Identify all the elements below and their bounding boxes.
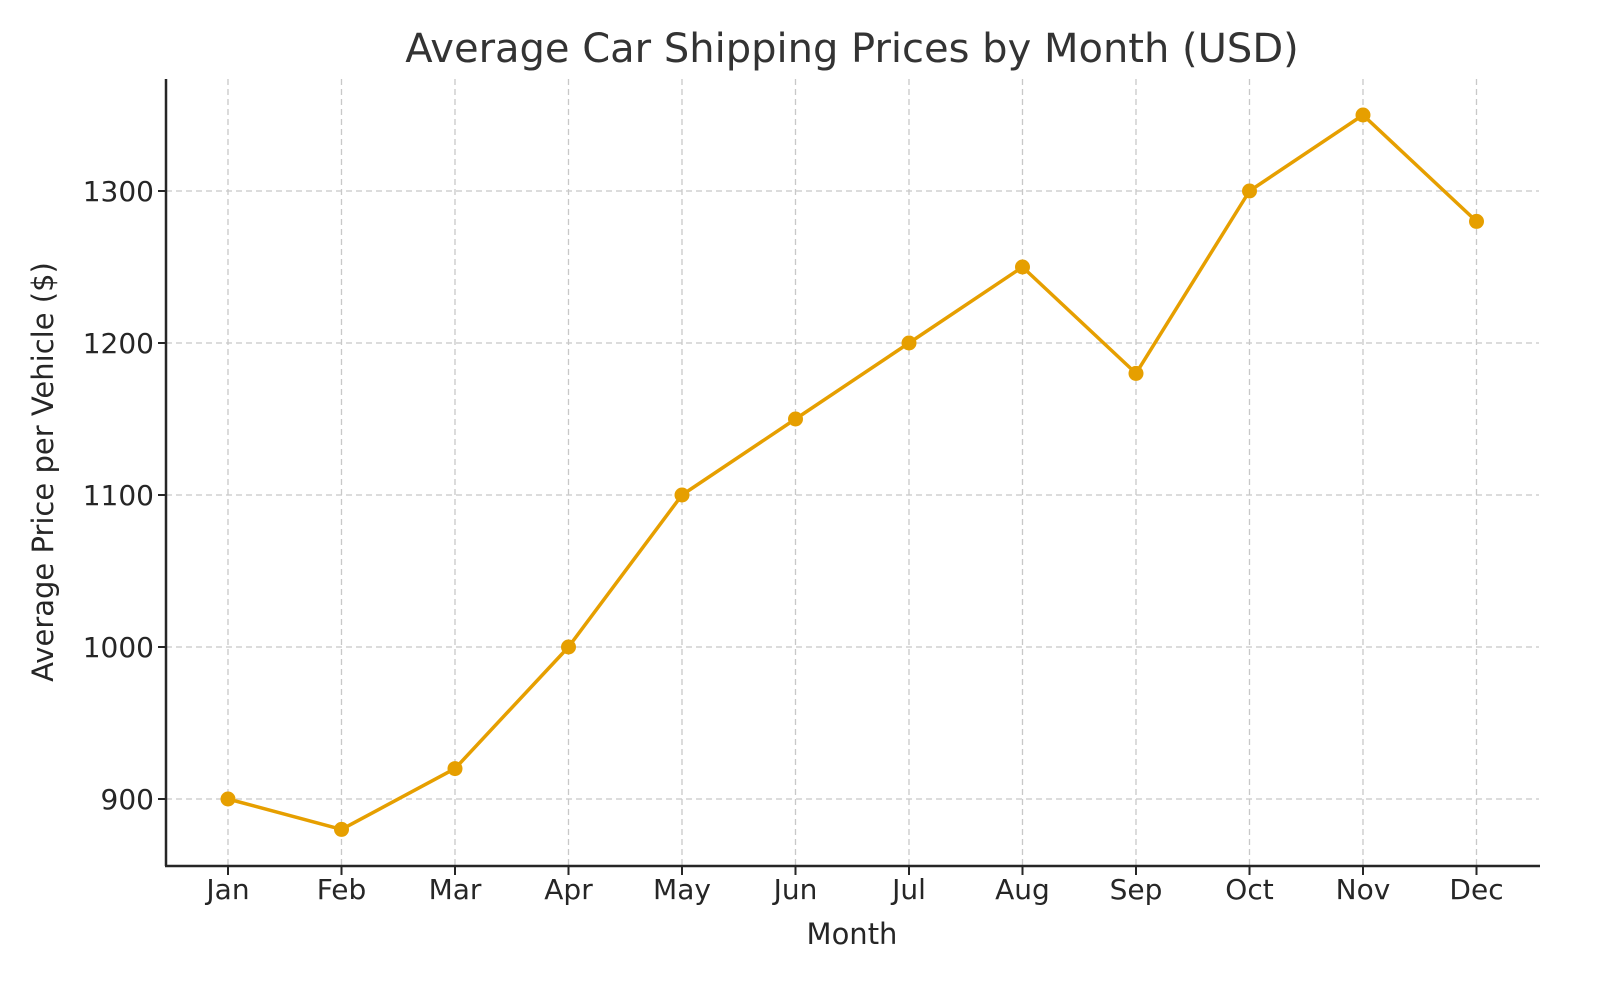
y-tick-label: 1200 <box>83 327 154 360</box>
data-point-marker <box>788 411 803 427</box>
series-line <box>226 113 1479 832</box>
axes <box>164 79 1540 868</box>
x-tick-label: May <box>653 873 711 906</box>
x-tick-label: Jun <box>772 873 818 906</box>
x-tick-label: Jan <box>204 873 249 906</box>
y-tick-label: 1000 <box>83 631 154 664</box>
x-tick-label: Jul <box>890 873 926 906</box>
y-axis-label: Average Price per Vehicle ($) <box>26 262 60 682</box>
x-axis-ticks: Jan Feb Mar Apr May Jun Jul Aug Sep Oct Nov Dec <box>204 866 1504 906</box>
data-point-marker <box>1355 107 1371 123</box>
x-tick-label: Sep <box>1110 873 1163 906</box>
y-tick-label: 900 <box>101 783 154 816</box>
data-point-marker <box>220 791 236 807</box>
grid-lines <box>166 79 1539 866</box>
data-point-marker <box>447 761 463 777</box>
data-point-marker <box>1469 213 1484 229</box>
y-tick-label: 1100 <box>83 479 154 512</box>
x-tick-label: Oct <box>1225 873 1273 906</box>
chart-title: Average Car Shipping Prices by Month (US… <box>405 26 1298 72</box>
data-point-marker <box>901 335 917 351</box>
x-tick-label: Nov <box>1336 873 1391 906</box>
y-tick-label: 1300 <box>83 175 154 208</box>
x-tick-label: Apr <box>544 873 593 906</box>
x-tick-label: Feb <box>317 873 367 906</box>
data-point-marker <box>1015 259 1030 275</box>
x-tick-label: Mar <box>429 873 482 906</box>
data-point-marker <box>1242 183 1257 199</box>
x-tick-label: Aug <box>995 873 1050 906</box>
data-point-marker <box>674 487 690 503</box>
data-point-marker <box>334 821 349 837</box>
data-point-marker <box>1128 365 1144 381</box>
x-tick-label: Dec <box>1449 873 1503 906</box>
y-axis-ticks: 900 1000 1100 1200 1300 <box>83 175 166 816</box>
data-series <box>220 107 1484 837</box>
data-point-marker <box>561 639 576 655</box>
x-axis-label: Month <box>807 917 898 951</box>
